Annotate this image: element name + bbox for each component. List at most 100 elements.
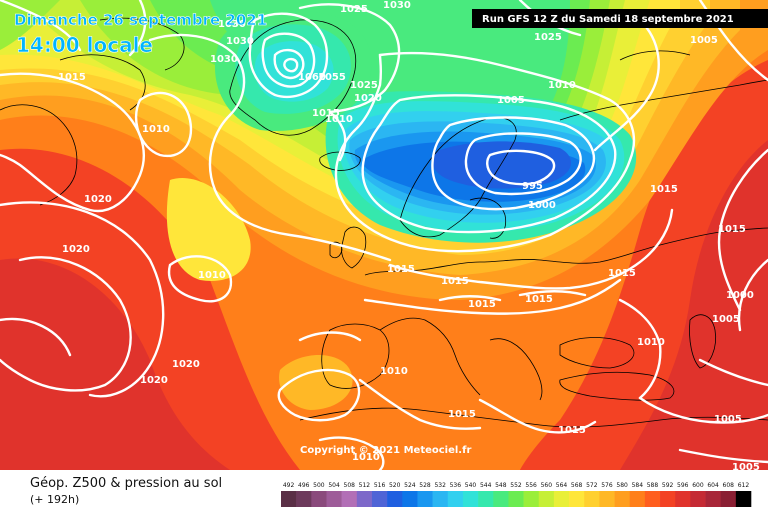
legend-tick-label: 500 [313, 482, 325, 489]
legend-swatch [417, 491, 433, 507]
legend-tick-label: 596 [677, 482, 689, 489]
forecast-date: Dimanche 26 septembre 2021 [14, 11, 267, 29]
legend-tick-label: 556 [525, 482, 537, 489]
legend-tick-label: 544 [480, 482, 492, 489]
legend-tick-label: 548 [495, 482, 507, 489]
legend-tick-label: 600 [692, 482, 704, 489]
legend-swatch [705, 491, 721, 507]
legend-swatch [356, 491, 373, 507]
legend-tick-label: 524 [404, 482, 416, 489]
legend-swatch [371, 491, 388, 507]
legend-swatch [508, 491, 524, 507]
legend-tick-label: 612 [738, 482, 750, 489]
isobar-label: 1015 [608, 268, 636, 279]
legend-title: Géop. Z500 & pression au sol [30, 476, 222, 491]
isobar-label: 1025 [340, 4, 368, 15]
isobar-label: 1010 [142, 124, 170, 135]
legend-tick-label: 508 [344, 482, 356, 489]
legend-tick-label: 580 [616, 482, 628, 489]
isobar-label: 1010 [352, 452, 380, 463]
geopotential-field [0, 0, 768, 470]
isobars [0, 0, 768, 470]
isobar-label: 1015 [448, 409, 476, 420]
coastlines [0, 17, 768, 428]
legend-swatch [296, 491, 312, 507]
legend-swatch [311, 491, 327, 507]
isobar-label: 1010 [325, 114, 353, 125]
isobar-label: 1015 [312, 108, 340, 119]
isobar-label: 1015 [525, 294, 553, 305]
legend-swatch [675, 491, 691, 507]
isobar-label: 1005 [712, 314, 740, 325]
isobar-label: 1055 [318, 72, 346, 83]
isobar-label: 1010 [637, 337, 665, 348]
legend-swatch [614, 491, 631, 507]
isobar-label: 1020 [84, 194, 112, 205]
legend-swatch [447, 491, 464, 507]
isobar-label: 1030 [383, 0, 411, 11]
legend-tick-label: 512 [359, 482, 371, 489]
legend-tick-label: 588 [647, 482, 659, 489]
legend-tick-label: 516 [374, 482, 386, 489]
isobar-label: 1030 [218, 19, 246, 30]
run-info-box: Run GFS 12 Z du Samedi 18 septembre 2021 [472, 9, 768, 28]
isobar-label: 1025 [534, 32, 562, 43]
isobar-label: 1030 [226, 36, 254, 47]
legend-tick-label: 532 [434, 482, 446, 489]
legend-swatch [341, 491, 358, 507]
forecast-time: 14:00 locale [16, 33, 153, 57]
isobar-label: 1010 [380, 366, 408, 377]
legend-tick-label: 608 [723, 482, 735, 489]
isobar-label: 1030 [210, 54, 238, 65]
isobar-label: 1015 [558, 425, 586, 436]
legend-subtitle: (+ 192h) [30, 493, 79, 506]
isobar-label: 1000 [528, 200, 556, 211]
legend-swatch [523, 491, 540, 507]
legend-swatch [553, 491, 570, 507]
legend-tick-label: 552 [510, 482, 522, 489]
isobar-label: 1005 [690, 35, 718, 46]
legend-tick-label: 536 [450, 482, 462, 489]
legend-tick-label: 528 [419, 482, 431, 489]
isobar-label: 1015 [58, 72, 86, 83]
isobar-label: 1005 [732, 462, 760, 473]
legend-swatch [478, 491, 494, 507]
isobar-label: 1015 [718, 224, 746, 235]
isobar-label: 1005 [497, 95, 525, 106]
legend-swatch [326, 491, 342, 507]
legend-swatch [387, 491, 403, 507]
legend-swatch [493, 491, 509, 507]
legend-tick-label: 560 [541, 482, 553, 489]
isobar-label: 1000 [726, 290, 754, 301]
isobar-label: 1025 [350, 80, 378, 91]
isobar-label: 1020 [62, 244, 90, 255]
legend-swatch [644, 491, 661, 507]
legend-swatch [538, 491, 555, 507]
isobar-label: 1010 [198, 270, 226, 281]
legend-tick-label: 568 [571, 482, 583, 489]
isobar-label: 1010 [548, 80, 576, 91]
legend-swatch [660, 491, 676, 507]
legend-swatch [432, 491, 449, 507]
legend-swatch [690, 491, 706, 507]
copyright: Copyright © 2021 Meteociel.fr [300, 445, 471, 456]
legend-scale-labels: 492 496 500 504 508 512 516 520 524 528 532 536 540 5… [283, 482, 749, 489]
legend-swatch [735, 491, 752, 507]
legend-color-bar [281, 491, 752, 507]
isobar-label: 1020 [140, 375, 168, 386]
isobar-label: 1015 [650, 184, 678, 195]
isobar-label: 995 [522, 181, 543, 192]
legend-tick-label: 564 [556, 482, 568, 489]
legend-swatch [569, 491, 585, 507]
legend-tick-label: 576 [601, 482, 613, 489]
legend-tick-label: 496 [298, 482, 310, 489]
isobar-label: 1020 [172, 359, 200, 370]
legend-swatch [584, 491, 600, 507]
isobar-labels: 1030 1025 1030 1030 1025 1005 1015 1010 … [58, 0, 760, 473]
legend-tick-label: 520 [389, 482, 401, 489]
isobar-label: 1020 [354, 93, 382, 104]
legend-tick-label: 584 [632, 482, 644, 489]
legend-swatch [629, 491, 646, 507]
